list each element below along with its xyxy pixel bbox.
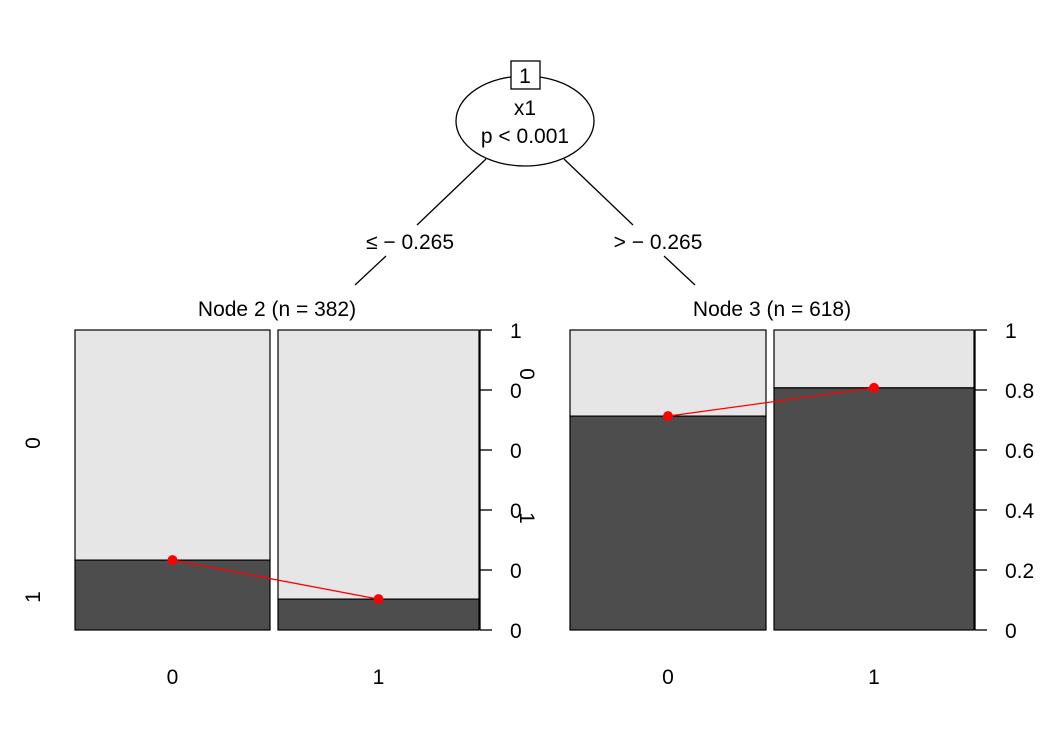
root-node-id-box xyxy=(510,60,541,90)
y-tick-label: 1 xyxy=(510,320,522,343)
proportion-line xyxy=(172,559,379,600)
bar-segment-1 xyxy=(74,559,271,631)
bar-segment-1 xyxy=(569,415,767,631)
bar-segment-1 xyxy=(773,387,975,631)
edge-left-upper xyxy=(416,158,487,226)
y-tick-label: 0 xyxy=(510,560,522,583)
bar-segment-0 xyxy=(773,329,975,389)
bar-segment-0 xyxy=(569,329,767,417)
bar-segment-0 xyxy=(277,329,480,600)
y-level-label-left: 0 xyxy=(22,437,45,449)
y-level-label-left: 1 xyxy=(22,591,45,603)
y-tick-label: 0.8 xyxy=(1005,380,1034,403)
edge-right-lower xyxy=(663,255,696,286)
y-tick-label: 1 xyxy=(1005,320,1017,343)
y-level-label-right: 0 xyxy=(515,368,538,380)
edge-left-lower xyxy=(354,255,387,286)
x-tick-label: 1 xyxy=(373,666,385,689)
y-tick-label: 0 xyxy=(510,620,522,643)
y-tick-label: 0.6 xyxy=(1005,440,1034,463)
y-tick-label: 0 xyxy=(1005,620,1017,643)
edge-right-upper xyxy=(563,158,634,226)
root-node-pvalue: p < 0.001 xyxy=(481,125,569,148)
edge-label-left: ≤ − 0.265 xyxy=(366,231,454,254)
root-node: 1 x1 p < 0.001 xyxy=(455,60,595,167)
proportion-point xyxy=(167,555,178,566)
edge-label-right: > − 0.265 xyxy=(614,231,703,254)
y-tick-label: 0 xyxy=(510,380,522,403)
y-tick-label: 0 xyxy=(510,440,522,463)
y-tick-label: 0.2 xyxy=(1005,560,1034,583)
proportion-point xyxy=(869,382,879,393)
y-tick-label: 0.4 xyxy=(1005,500,1035,523)
proportion-line xyxy=(667,387,875,417)
tree-edges xyxy=(354,158,696,286)
bar-segment-0 xyxy=(74,329,271,561)
node-title: Node 2 (n = 382) xyxy=(198,298,356,321)
proportion-point xyxy=(663,411,673,422)
y-level-label-right: 1 xyxy=(515,512,538,524)
terminal-node-3: Node 3 (n = 618) 0 1 0 0.2 0.4 0.6 0.8 1 xyxy=(569,298,1035,689)
root-node-id: 1 xyxy=(519,65,531,88)
root-node-variable: x1 xyxy=(514,97,536,120)
y-tick-label: 0 xyxy=(510,500,522,523)
x-tick-label: 0 xyxy=(662,666,674,689)
x-tick-label: 1 xyxy=(868,666,880,689)
x-tick-label: 0 xyxy=(167,666,179,689)
proportion-point xyxy=(373,594,384,605)
node-title: Node 3 (n = 618) xyxy=(693,298,851,321)
